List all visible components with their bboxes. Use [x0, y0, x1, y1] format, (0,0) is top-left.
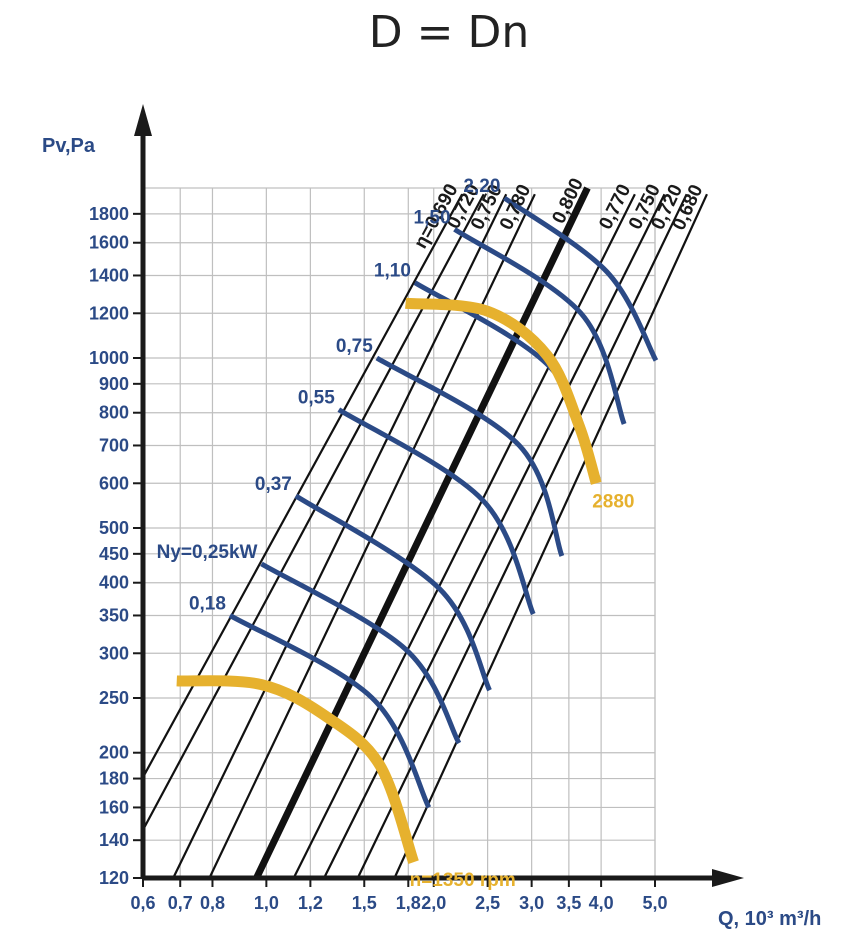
- y-tick-label: 500: [99, 518, 129, 538]
- x-tick-label: 3,5: [556, 893, 581, 913]
- y-tick-label: 800: [99, 403, 129, 423]
- y-tick-label: 180: [99, 769, 129, 789]
- y-tick-label: 350: [99, 605, 129, 625]
- x-tick-label: 1,2: [298, 893, 323, 913]
- power-label: 0,18: [189, 593, 226, 614]
- y-tick-label: 140: [99, 830, 129, 850]
- y-tick-label: 1200: [89, 303, 129, 323]
- x-tick-label: 0,8: [200, 893, 225, 913]
- power-label: 1,10: [374, 261, 411, 282]
- x-tick-label: 1,5: [352, 893, 377, 913]
- power-label: 2,20: [463, 176, 500, 197]
- power-label: 0,37: [255, 474, 292, 495]
- efficiency-line: [172, 193, 508, 879]
- x-axis-title: Q, 10³ m³/h: [718, 908, 821, 930]
- y-axis-title: Pv,Pa: [42, 135, 96, 157]
- x-tick-label: 2,5: [475, 893, 500, 913]
- power-label: Ny=0,25kW: [157, 542, 258, 563]
- x-tick-label: 3,0: [519, 893, 544, 913]
- y-tick-label: 1400: [89, 265, 129, 285]
- y-tick-label: 700: [99, 435, 129, 455]
- speed-label: n=1350 rpm: [410, 870, 516, 891]
- y-tick-label: 450: [99, 544, 129, 564]
- y-tick-label: 200: [99, 743, 129, 763]
- grid-frame: [142, 187, 656, 879]
- x-tick-label: 4,0: [589, 893, 614, 913]
- efficiency-line: [323, 193, 666, 879]
- axes: 120 140 160 180 200 250 300 350 400 450 500 600 700 8…: [89, 104, 744, 913]
- power-curve: [294, 493, 492, 692]
- power-curve: [337, 407, 536, 616]
- power-curve: [228, 613, 432, 809]
- power-curve: [502, 195, 659, 362]
- x-tick-label: 1,8: [396, 893, 421, 913]
- y-tick-label: 300: [99, 643, 129, 663]
- speed-curve: [405, 297, 602, 485]
- grid: [142, 187, 656, 879]
- x-tick-label: 1,0: [254, 893, 279, 913]
- power-label: 0,55: [298, 388, 335, 409]
- speed-curves: [176, 297, 602, 864]
- power-curve: [453, 227, 627, 425]
- y-tick-label: 1800: [89, 204, 129, 224]
- power-curve: [375, 355, 565, 557]
- x-tick-label: 0,6: [130, 893, 155, 913]
- power-curve: [260, 561, 462, 745]
- x-tick-label: 0,7: [168, 893, 193, 913]
- speed-curve: [176, 675, 419, 864]
- y-tick-label: 600: [99, 473, 129, 493]
- speed-label: 2880: [592, 491, 634, 512]
- y-tick-label: 900: [99, 374, 129, 394]
- y-tick-label: 160: [99, 797, 129, 817]
- efficiency-line: [142, 193, 464, 778]
- efficiency-line: [253, 186, 591, 880]
- efficiency-line: [393, 193, 708, 879]
- power-label: 1,50: [414, 207, 451, 228]
- x-tick-label: 2,0: [421, 893, 446, 913]
- y-tick-label: 120: [99, 868, 129, 888]
- y-axis-arrow: [134, 104, 152, 136]
- y-tick-label: 1000: [89, 348, 129, 368]
- efficiency-line: [292, 193, 636, 879]
- y-tick-label: 1600: [89, 233, 129, 253]
- chart-title: D = Dn: [369, 7, 530, 58]
- power-label: 0,75: [336, 336, 373, 357]
- x-tick-label: 5,0: [642, 893, 667, 913]
- x-axis-arrow: [712, 869, 744, 887]
- y-tick-label: 400: [99, 573, 129, 593]
- efficiency-line: [208, 193, 536, 879]
- y-tick-label: 250: [99, 688, 129, 708]
